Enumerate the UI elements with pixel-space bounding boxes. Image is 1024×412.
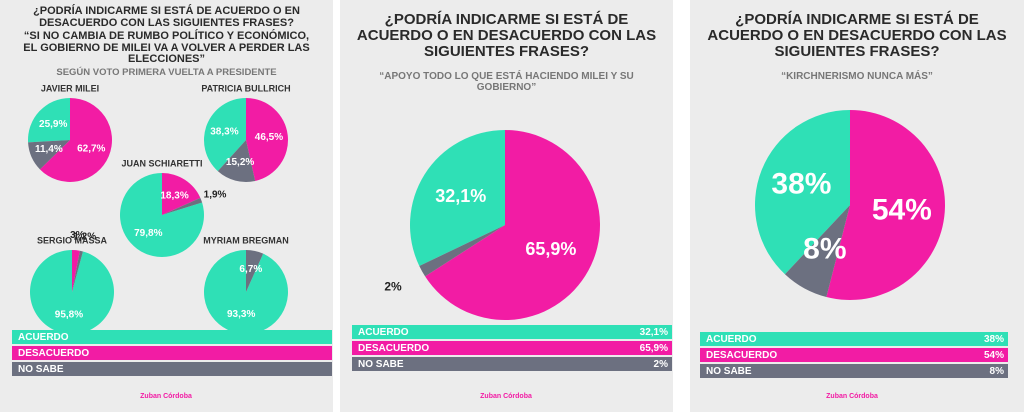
data-label: 54% (872, 193, 932, 226)
legend-label: DESACUERDO (18, 348, 89, 359)
pie-slice (217, 140, 256, 182)
legend-bar (12, 346, 332, 360)
data-label: 3% (70, 230, 85, 241)
legend-bar (352, 357, 672, 371)
legend-label: DESACUERDO (706, 350, 777, 361)
legend-label: NO SABE (18, 364, 64, 375)
pie-title: MYRIAM BREGMAN (203, 235, 289, 245)
data-label: 25,9% (39, 119, 67, 130)
pie-title: PATRICIA BULLRICH (201, 83, 290, 93)
data-label: 93,3% (227, 309, 255, 320)
pie-title: JAVIER MILEI (41, 83, 99, 93)
data-label: 11,4% (35, 144, 63, 155)
legend-bar (352, 325, 672, 339)
data-label: 79,8% (134, 228, 162, 239)
data-label: 8% (803, 233, 846, 266)
data-label: 15,2% (226, 157, 254, 168)
panel-title: ¿PODRÍA INDICARME SI ESTÁ DE ACUERDO O E… (33, 5, 300, 29)
brand: Zuban Córdoba (480, 393, 532, 400)
legend-value: 54% (984, 350, 1004, 361)
data-label: 38,3% (210, 126, 238, 137)
pie-slice (28, 140, 70, 170)
pie-slice (162, 173, 201, 215)
data-label: 1,9% (204, 190, 227, 201)
legend-value: 2% (654, 359, 669, 370)
data-label: 95,8% (55, 310, 83, 321)
pie-slice (204, 98, 246, 172)
legend-value: 8% (990, 366, 1005, 377)
pie-slice (204, 250, 289, 335)
pie-slice (246, 98, 289, 181)
pie-title: JUAN SCHIARETTI (121, 158, 202, 168)
data-label: 46,5% (255, 132, 283, 143)
legend-label: NO SABE (706, 366, 752, 377)
panel-title: ¿PODRÍA INDICARME SI ESTÁ DE ACUERDO O E… (356, 11, 657, 60)
pie-slice (162, 197, 203, 215)
brand: Zuban Córdoba (140, 393, 192, 400)
data-label: 1,2% (73, 231, 96, 242)
pie-slice (72, 250, 80, 292)
legend-value: 32,1% (640, 327, 668, 338)
legend-bar (12, 362, 332, 376)
data-label: 6,7% (239, 264, 262, 275)
legend-bar (352, 341, 672, 355)
pie-slice (419, 225, 505, 277)
data-label: 62,7% (77, 144, 105, 155)
data-label: 2% (384, 280, 402, 294)
pie-slice (826, 110, 945, 300)
brand: Zuban Córdoba (826, 393, 878, 400)
legend-label: ACUERDO (18, 332, 69, 343)
pie-title: SERGIO MASSA (37, 235, 108, 245)
legend-bar (700, 348, 1008, 362)
panel-title: ¿PODRÍA INDICARME SI ESTÁ DE ACUERDO O E… (707, 11, 1007, 60)
pie-slice (755, 110, 850, 275)
panel-subtitle: SEGÚN VOTO PRIMERA VUELTA A PRESIDENTE (56, 67, 277, 78)
data-label: 18,3% (160, 190, 188, 201)
legend-value: 65,9% (640, 343, 668, 354)
pie-slice (410, 130, 505, 266)
pie-slice (72, 250, 83, 292)
data-label: 38% (771, 168, 831, 201)
pie-slice (784, 205, 850, 298)
pie-slice (246, 250, 264, 292)
legend-label: ACUERDO (358, 327, 409, 338)
panel-quote: “APOYO TODO LO QUE ESTÁ HACIENDO MILEI Y… (379, 71, 634, 93)
data-label: 32,1% (435, 186, 486, 206)
panel-quote: “KIRCHNERISMO NUNCA MÁS” (781, 71, 933, 82)
legend-value: 38% (984, 334, 1004, 345)
pie-slice (30, 250, 115, 334)
legend-bar (12, 330, 332, 344)
legend-label: DESACUERDO (358, 343, 429, 354)
data-label: 65,9% (525, 239, 576, 259)
pie-slice (425, 130, 600, 320)
legend-bar (700, 364, 1008, 378)
legend-bar (700, 332, 1008, 346)
pie-slice (39, 98, 113, 183)
panel-quote: “SI NO CAMBIA DE RUMBO POLÍTICO Y ECONÓM… (23, 30, 310, 66)
legend-label: NO SABE (358, 359, 404, 370)
legend-label: ACUERDO (706, 334, 757, 345)
pie-slice (27, 98, 70, 143)
